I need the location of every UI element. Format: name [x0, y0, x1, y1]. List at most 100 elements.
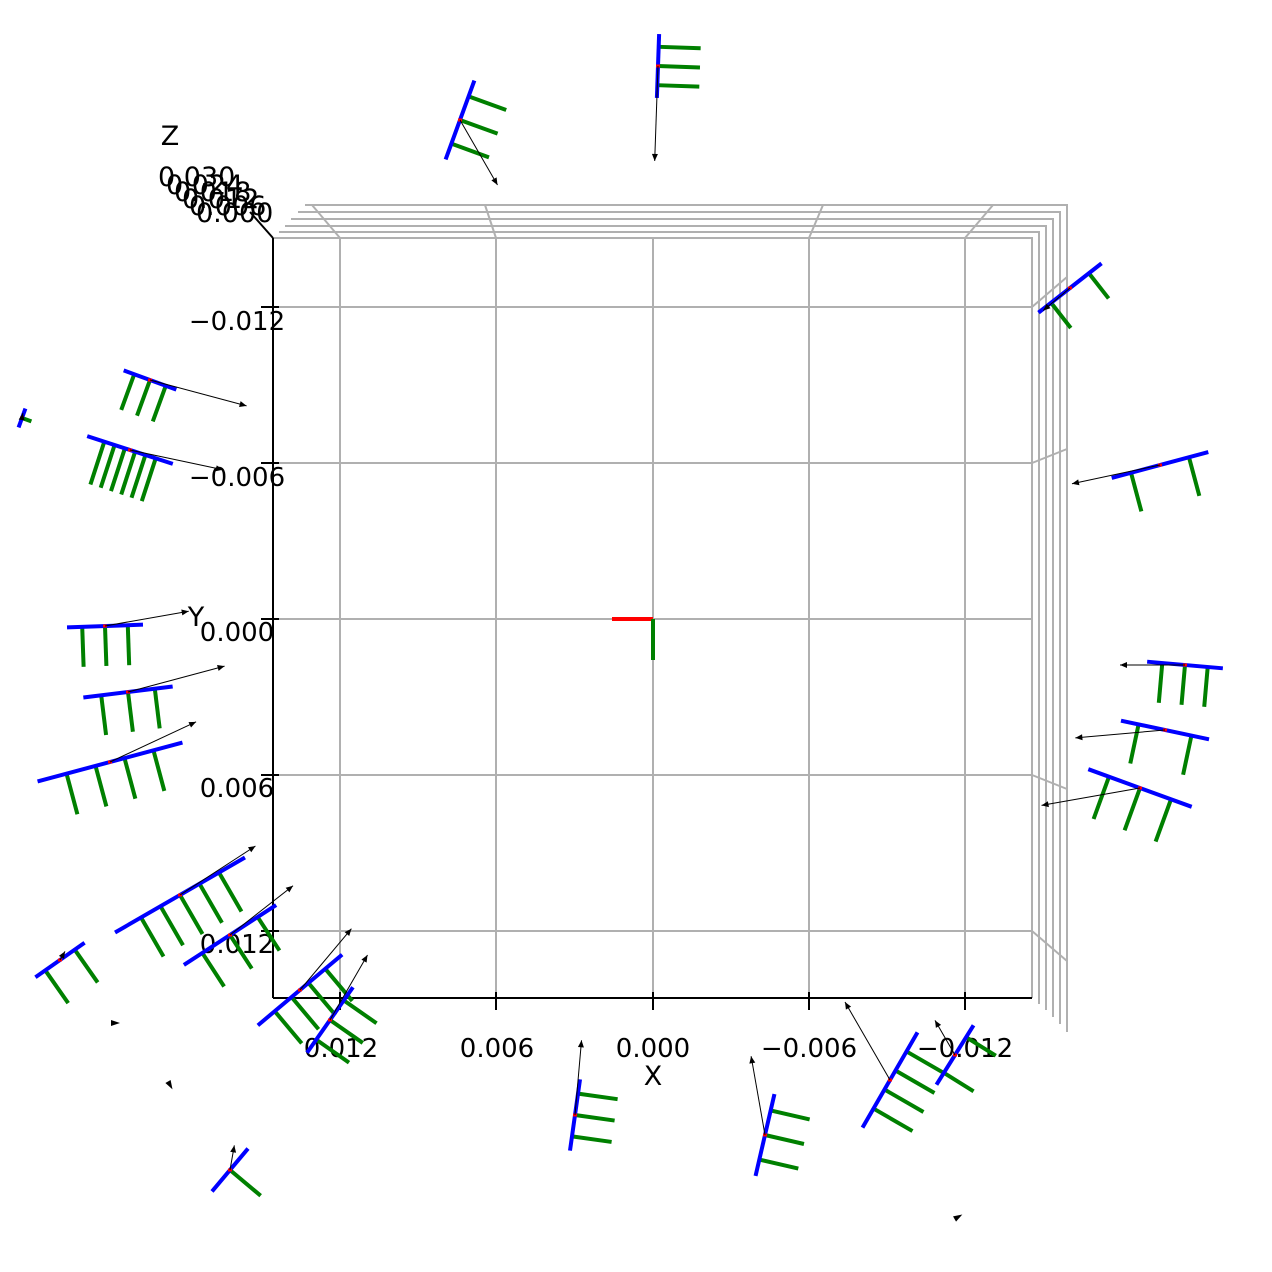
camera-tine [894, 1068, 936, 1095]
camera-tine [571, 1134, 612, 1144]
camera-tine [574, 1113, 615, 1123]
camera-tine [119, 373, 137, 411]
camera-tine [99, 695, 109, 736]
camera-tine [119, 451, 138, 496]
camera-tine [1187, 456, 1202, 497]
camera-arrow-head [1075, 734, 1083, 741]
camera-group [16, 33, 1224, 1222]
z-pane-edge [273, 237, 1033, 998]
camera-tine [577, 1091, 618, 1102]
origin-frame [612, 617, 655, 660]
stray-arrow-head [953, 1214, 963, 1222]
camera-tine [150, 385, 168, 423]
camera-tine [178, 893, 205, 935]
z-tick-labels: 0.030 0.024 0.018 0.012 0.006 0.000 [158, 162, 273, 229]
y-tick-label: 0.006 [200, 774, 274, 804]
camera-tine [122, 757, 138, 800]
z-tick-label: 0.018 [174, 177, 251, 208]
camera-tine [942, 1071, 975, 1094]
camera-arrow [654, 65, 659, 161]
camera-tine [1153, 798, 1173, 843]
camera-tine [883, 1087, 925, 1114]
camera-tine [657, 83, 700, 89]
camera-arrow [1075, 729, 1166, 739]
camera-tine [135, 379, 152, 417]
camera-arrow-head [361, 955, 368, 963]
z-pane-edge [285, 225, 1047, 1010]
camera-tine [73, 948, 100, 984]
camera-arrow [129, 449, 224, 471]
camera-tine [125, 625, 132, 666]
camera-arrow [104, 610, 189, 627]
grid-connector [808, 204, 824, 239]
camera-arrow-head [1043, 303, 1051, 311]
camera-arrow-head [215, 465, 223, 472]
camera-tine [467, 94, 507, 112]
stray-arrow-head [111, 1020, 120, 1026]
camera-tine [43, 969, 70, 1005]
camera-tine [905, 1049, 947, 1076]
stray-arrow-head [165, 1080, 173, 1090]
z-tick-label: 0.006 [189, 191, 266, 222]
camera-tine [965, 1035, 997, 1058]
camera-tine [342, 998, 378, 1025]
camera-arrow-head [230, 1145, 237, 1153]
camera-arrow [229, 885, 294, 936]
camera-arrow-head [651, 153, 658, 161]
camera-arrow [1071, 464, 1161, 485]
camera-tine [152, 688, 162, 729]
y-tick-labels: −0.012 −0.006 0.000 0.006 0.012 [189, 307, 285, 960]
camera-arrow-head [181, 609, 189, 616]
z-tick-label: 0.024 [166, 170, 243, 201]
camera-tine [328, 1018, 364, 1045]
x-tick-label: 0.006 [460, 1034, 534, 1064]
camera-tine [103, 625, 109, 667]
camera-tine [255, 915, 282, 952]
camera-tine [1049, 301, 1073, 330]
camera-arrow [179, 845, 256, 896]
camera-tine [758, 1157, 799, 1171]
y-axis-label: Y [187, 602, 205, 633]
camera-arrow [459, 119, 498, 186]
grid-connector [311, 204, 341, 239]
camera-tine [1179, 664, 1187, 706]
z-panes [273, 204, 1068, 1032]
camera-tine [306, 981, 337, 1017]
camera-tine [1091, 776, 1111, 820]
camera-tine [459, 118, 499, 136]
camera-arrow [329, 954, 368, 1021]
camera-tine [1181, 735, 1194, 776]
camera-arrow-head [1041, 801, 1049, 808]
camera-tine [228, 933, 254, 970]
camera-tine [217, 871, 244, 913]
z-axis-label: Z [161, 121, 180, 152]
camera-tine [1129, 472, 1144, 512]
camera-arrow [844, 1001, 891, 1081]
z-pane-edge [305, 204, 1068, 1032]
camera-tine [1128, 723, 1141, 764]
camera-tine [1156, 662, 1165, 704]
z-tick-label: 0.012 [182, 184, 259, 215]
camera-arrow [750, 1056, 766, 1136]
camera-tine [315, 1038, 351, 1065]
camera-tine [93, 765, 109, 807]
camera-arrow-head [217, 665, 225, 671]
camera-tine [151, 749, 167, 792]
camera-tine [770, 1108, 811, 1122]
camera-arrow [299, 928, 352, 991]
x-axis-label: X [644, 1061, 663, 1092]
z-pane-edge [291, 218, 1054, 1017]
z-pane-edge [298, 211, 1061, 1024]
camera-tine [98, 444, 117, 489]
camera-tine [158, 905, 185, 947]
camera-arrow-head [935, 1020, 942, 1028]
camera-tine [872, 1106, 914, 1133]
camera-tine [139, 457, 158, 502]
camera-tine [290, 995, 321, 1031]
camera-arrow [109, 721, 197, 763]
camera-tine [1202, 666, 1210, 708]
grid-connector [964, 204, 994, 239]
camera-tine [228, 1168, 262, 1198]
camera-tine [657, 64, 701, 70]
